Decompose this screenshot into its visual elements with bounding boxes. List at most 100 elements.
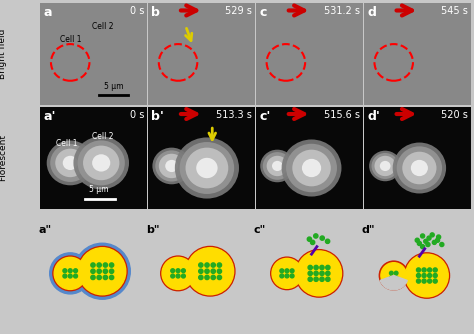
Circle shape	[369, 151, 401, 181]
Circle shape	[260, 150, 294, 182]
Circle shape	[103, 263, 108, 267]
Circle shape	[428, 268, 432, 272]
Text: Cell 2: Cell 2	[91, 133, 113, 142]
Circle shape	[390, 276, 393, 280]
Circle shape	[433, 274, 437, 278]
Text: d": d"	[362, 225, 375, 235]
Circle shape	[180, 142, 234, 194]
Text: 5 μm: 5 μm	[90, 185, 109, 194]
Text: 520 s: 520 s	[441, 110, 467, 120]
Circle shape	[314, 234, 318, 238]
Circle shape	[320, 265, 324, 270]
Circle shape	[422, 274, 426, 278]
Text: 0 s: 0 s	[129, 110, 144, 120]
Circle shape	[103, 275, 108, 280]
Circle shape	[314, 271, 318, 276]
Circle shape	[372, 153, 399, 179]
Circle shape	[54, 257, 86, 290]
Circle shape	[326, 239, 330, 243]
Circle shape	[205, 269, 209, 274]
Circle shape	[320, 236, 324, 240]
Circle shape	[394, 271, 398, 275]
Circle shape	[53, 256, 88, 291]
Circle shape	[326, 271, 330, 276]
Circle shape	[196, 158, 218, 178]
Circle shape	[272, 259, 302, 288]
Circle shape	[73, 274, 77, 278]
Circle shape	[397, 146, 442, 190]
Circle shape	[308, 265, 312, 270]
Circle shape	[280, 269, 284, 273]
Circle shape	[437, 235, 441, 239]
Circle shape	[211, 275, 215, 280]
Circle shape	[282, 140, 341, 196]
Circle shape	[326, 265, 330, 270]
Circle shape	[199, 269, 203, 274]
Circle shape	[427, 236, 431, 240]
Wedge shape	[380, 276, 407, 290]
Circle shape	[74, 243, 130, 299]
Circle shape	[405, 254, 448, 297]
Circle shape	[185, 148, 228, 188]
Text: b": b"	[146, 225, 159, 235]
Circle shape	[271, 257, 303, 290]
Circle shape	[97, 263, 101, 267]
Circle shape	[153, 148, 191, 184]
Circle shape	[374, 156, 396, 176]
Circle shape	[424, 239, 428, 243]
Circle shape	[63, 269, 67, 273]
Circle shape	[381, 263, 407, 288]
Circle shape	[280, 274, 284, 278]
Circle shape	[285, 274, 289, 278]
Text: Cell 2: Cell 2	[91, 22, 113, 31]
Circle shape	[404, 253, 449, 298]
Circle shape	[176, 269, 180, 273]
Circle shape	[109, 275, 114, 280]
Circle shape	[78, 140, 125, 185]
Circle shape	[217, 269, 221, 274]
Circle shape	[272, 161, 283, 171]
Text: Bright field: Bright field	[0, 29, 7, 79]
Text: d': d'	[367, 110, 380, 123]
Circle shape	[314, 265, 318, 270]
Circle shape	[63, 156, 78, 170]
Circle shape	[308, 271, 312, 276]
Text: 513.3 s: 513.3 s	[216, 110, 252, 120]
Circle shape	[420, 244, 425, 249]
Circle shape	[295, 249, 343, 297]
Text: 529 s: 529 s	[225, 6, 252, 16]
Circle shape	[92, 154, 110, 172]
Circle shape	[415, 238, 419, 242]
Circle shape	[314, 277, 318, 282]
Text: d: d	[367, 6, 376, 19]
Text: 531.2 s: 531.2 s	[324, 6, 360, 16]
Text: Cell 1: Cell 1	[56, 139, 78, 148]
Circle shape	[267, 156, 288, 176]
Circle shape	[420, 234, 425, 238]
Circle shape	[205, 263, 209, 267]
Circle shape	[50, 253, 91, 294]
Circle shape	[402, 152, 437, 184]
Circle shape	[211, 269, 215, 274]
Circle shape	[211, 263, 215, 267]
Text: 515.6 s: 515.6 s	[324, 110, 360, 120]
Circle shape	[171, 269, 174, 273]
Circle shape	[320, 277, 324, 282]
Circle shape	[292, 150, 331, 186]
Circle shape	[91, 275, 95, 280]
Circle shape	[97, 269, 101, 274]
Circle shape	[155, 150, 188, 182]
Circle shape	[79, 248, 126, 295]
Circle shape	[217, 275, 221, 280]
Circle shape	[392, 143, 446, 193]
Text: c": c"	[254, 225, 266, 235]
Circle shape	[91, 263, 95, 267]
Circle shape	[436, 238, 439, 242]
Circle shape	[428, 279, 432, 283]
Circle shape	[430, 233, 434, 237]
Circle shape	[308, 277, 312, 282]
Circle shape	[417, 241, 421, 245]
Circle shape	[109, 269, 114, 274]
Circle shape	[185, 246, 235, 296]
Circle shape	[199, 275, 203, 280]
